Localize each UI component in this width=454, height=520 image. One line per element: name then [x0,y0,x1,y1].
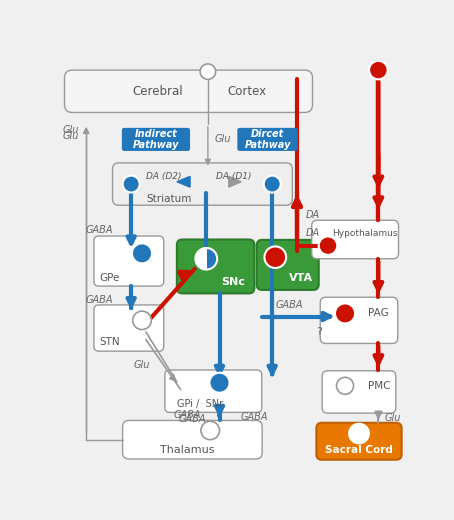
Circle shape [196,248,217,269]
Text: STN: STN [99,337,120,347]
FancyBboxPatch shape [237,128,298,151]
FancyBboxPatch shape [316,423,402,460]
Text: DA (D2): DA (D2) [146,172,182,181]
Circle shape [336,378,354,394]
Text: GABA: GABA [178,414,206,424]
Text: Hypothalamus: Hypothalamus [332,229,397,238]
Text: Glu: Glu [63,131,79,140]
Text: VTA: VTA [289,273,313,283]
Text: Glu: Glu [214,134,231,145]
Wedge shape [196,248,206,269]
Polygon shape [177,176,190,187]
Text: GPi /  SNr: GPi / SNr [177,398,223,409]
Text: GABA: GABA [276,300,303,310]
Circle shape [335,303,355,323]
Circle shape [132,243,152,263]
Circle shape [209,373,230,393]
Text: DA: DA [306,210,320,220]
Circle shape [264,176,281,192]
Circle shape [133,311,151,330]
Polygon shape [229,176,241,187]
Circle shape [123,176,140,192]
Text: Thalamus: Thalamus [160,445,214,454]
Text: DA: DA [306,228,320,238]
FancyBboxPatch shape [165,370,262,412]
Text: GABA: GABA [241,412,268,422]
FancyBboxPatch shape [113,163,292,205]
Text: Dircet
Pathway: Dircet Pathway [244,128,291,150]
Text: GABA: GABA [86,225,113,235]
FancyBboxPatch shape [94,236,164,286]
Circle shape [200,64,216,80]
Text: GABA: GABA [173,410,201,420]
Text: GABA: GABA [86,294,113,305]
Circle shape [319,237,337,255]
FancyBboxPatch shape [123,421,262,459]
FancyBboxPatch shape [322,371,396,413]
Circle shape [349,423,369,444]
Text: Cortex: Cortex [227,85,266,98]
Text: GPe: GPe [99,273,120,283]
Text: Cerebral: Cerebral [132,85,183,98]
Text: Striatum: Striatum [147,194,192,204]
Circle shape [264,246,286,268]
Text: Glu: Glu [384,413,400,423]
FancyBboxPatch shape [122,128,190,151]
FancyBboxPatch shape [177,240,254,293]
FancyBboxPatch shape [312,220,399,259]
Circle shape [201,421,219,440]
Text: PMC: PMC [368,381,390,391]
FancyBboxPatch shape [320,297,398,343]
Circle shape [369,61,388,80]
FancyBboxPatch shape [94,305,164,351]
Text: SNc: SNc [222,277,246,287]
FancyBboxPatch shape [257,240,319,290]
Text: DA (D1): DA (D1) [216,172,251,181]
Text: PAG: PAG [368,308,389,318]
Text: ?: ? [316,327,321,337]
Text: Indirect
Pathway: Indirect Pathway [133,128,179,150]
Text: Sacral Cord: Sacral Cord [325,445,393,454]
Text: Glu: Glu [134,360,150,370]
Text: Glu: Glu [63,125,79,135]
FancyBboxPatch shape [64,70,312,112]
